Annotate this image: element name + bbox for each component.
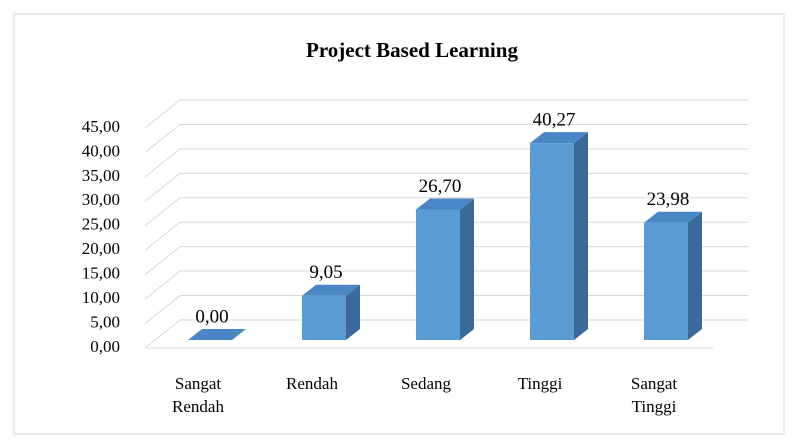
bar-top xyxy=(416,198,474,210)
y-tick-label: 40,00 xyxy=(82,141,120,160)
y-tick-label: 15,00 xyxy=(82,264,120,283)
y-tick-label: 20,00 xyxy=(82,239,120,258)
bar-side xyxy=(688,211,702,340)
grid-line xyxy=(144,99,748,129)
bar-top xyxy=(530,132,588,144)
x-tick-label: Sangat Rendah xyxy=(172,374,224,416)
bar-side xyxy=(574,132,588,340)
bar xyxy=(302,295,346,340)
chart-title: Project Based Learning xyxy=(306,38,518,62)
bar xyxy=(644,222,688,340)
y-tick-label: 25,00 xyxy=(82,215,120,234)
x-tick-label: Sangat Tinggi xyxy=(631,374,678,416)
y-tick-label: 5,00 xyxy=(90,312,120,331)
y-tick-label: 10,00 xyxy=(82,288,120,307)
bar-top xyxy=(644,211,702,223)
bar xyxy=(416,209,460,340)
value-label: 9,05 xyxy=(309,262,342,283)
bar-side xyxy=(346,284,360,340)
y-tick-label: 30,00 xyxy=(82,190,120,209)
y-tick-label: 45,00 xyxy=(82,117,120,136)
x-tick-label: Rendah xyxy=(286,374,338,393)
bar-top xyxy=(302,284,360,296)
value-label: 0,00 xyxy=(195,306,228,327)
value-label: 40,27 xyxy=(533,109,576,130)
value-label: 23,98 xyxy=(647,189,690,210)
y-tick-label: 0,00 xyxy=(90,337,120,356)
bar xyxy=(530,143,574,340)
bar-side xyxy=(460,198,474,340)
x-tick-label: Sedang xyxy=(401,374,452,393)
grid-line xyxy=(144,123,748,153)
value-label: 26,70 xyxy=(419,176,462,197)
y-tick-label: 35,00 xyxy=(82,166,120,185)
x-tick-label: Tinggi xyxy=(518,374,563,393)
bar-top xyxy=(188,329,246,340)
